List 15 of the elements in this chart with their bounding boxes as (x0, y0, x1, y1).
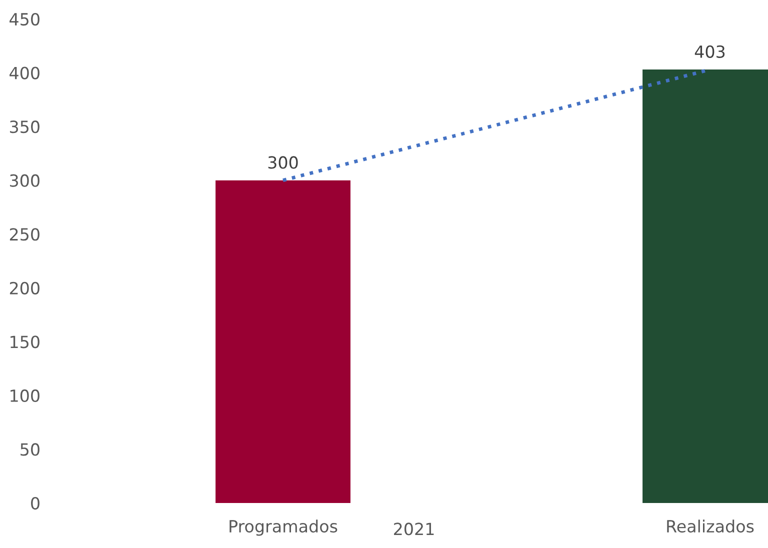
y-tick-label: 200 (10, 282, 40, 294)
y-tick-label: 450 (10, 12, 40, 26)
x-tick-label: Realizados (667, 520, 754, 533)
y-tick-label: 250 (10, 228, 40, 241)
y-tick-label: 350 (10, 120, 40, 134)
y-tick-label: 50 (20, 443, 40, 456)
data-label: 300 (268, 156, 298, 169)
y-tick-label: 100 (10, 389, 40, 402)
data-label: 403 (694, 45, 725, 58)
y-tick-label: 0 (31, 496, 40, 510)
y-tick-label: 400 (10, 66, 40, 80)
x-axis-title: 2021 (394, 522, 434, 536)
y-tick-label: 300 (10, 174, 40, 187)
y-tick-label: 150 (10, 336, 40, 348)
x-tick-label: Programados (230, 520, 338, 536)
